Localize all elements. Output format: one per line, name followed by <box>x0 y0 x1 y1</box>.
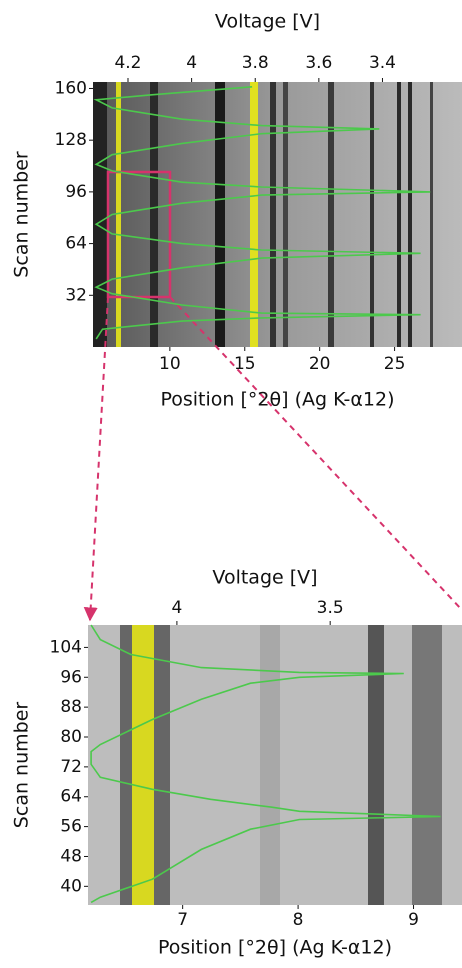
x2-tick-label: 3.8 <box>242 53 269 73</box>
x2-tick-label: 4.2 <box>114 53 141 73</box>
voltage-curve <box>90 624 441 904</box>
x2-tick-label: 3.4 <box>369 53 396 73</box>
y-tick-label: 104 <box>50 637 82 657</box>
x-tick-label: 9 <box>408 910 419 930</box>
y-tick-label: 128 <box>55 130 87 150</box>
x-axis-title: Position [°2θ] (Ag K-α12) <box>160 389 394 411</box>
diffraction-image <box>93 82 462 347</box>
x-tick-label: 10 <box>159 354 181 374</box>
y-tick-label: 80 <box>60 727 82 747</box>
x-tick-label: 20 <box>309 354 331 374</box>
x2-tick-label: 4 <box>186 53 197 73</box>
x-tick-label: 7 <box>177 910 188 930</box>
zoom-arrow <box>83 296 109 622</box>
diffraction-image <box>88 625 462 905</box>
x2-tick-label: 3.5 <box>317 598 344 618</box>
y-tick-label: 96 <box>65 182 87 202</box>
y-tick-label: 72 <box>60 757 82 777</box>
x2-tick-label: 3.6 <box>305 53 332 73</box>
y-axis-title: Scan number <box>11 151 33 278</box>
x-tick-label: 15 <box>234 354 256 374</box>
y-tick-label: 48 <box>60 846 82 866</box>
y-tick-label: 88 <box>60 697 82 717</box>
x2-axis-title: Voltage [V] <box>212 567 317 589</box>
x2-axis-title: Voltage [V] <box>215 11 320 33</box>
x-axis-title: Position [°2θ] (Ag K-α12) <box>158 937 392 959</box>
zoom-line <box>169 296 462 611</box>
x-tick-label: 25 <box>384 354 406 374</box>
y-tick-label: 160 <box>55 78 87 98</box>
voltage-curve <box>93 86 431 340</box>
y-tick-label: 64 <box>65 234 87 254</box>
y-tick-label: 32 <box>65 285 87 305</box>
y-tick-label: 64 <box>60 787 82 807</box>
y-axis-title: Scan number <box>11 702 33 829</box>
y-tick-label: 40 <box>60 876 82 896</box>
y-tick-label: 96 <box>60 667 82 687</box>
x-tick-label: 8 <box>293 910 304 930</box>
y-tick-label: 56 <box>60 817 82 837</box>
zoom-box <box>106 170 172 299</box>
x2-tick-label: 4 <box>171 598 182 618</box>
